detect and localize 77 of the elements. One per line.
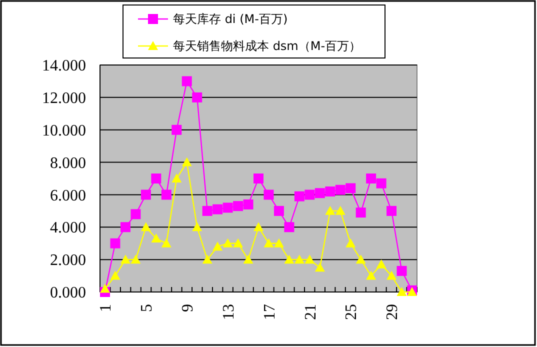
y-tick-label: 8.000 — [50, 154, 86, 172]
point — [386, 270, 397, 280]
point — [192, 92, 202, 102]
y-tick-label: 10.000 — [42, 122, 86, 140]
point — [212, 204, 223, 214]
point — [325, 206, 336, 215]
point — [130, 209, 141, 220]
x-tick-label: 5 — [138, 304, 156, 312]
y-tick-label: 6.000 — [50, 187, 86, 204]
point — [100, 284, 110, 293]
point — [304, 190, 315, 200]
point — [274, 206, 284, 216]
point — [335, 206, 346, 215]
point — [264, 238, 274, 248]
point — [294, 254, 304, 264]
point — [182, 157, 192, 166]
point — [376, 178, 386, 188]
x-tick-label: 17 — [261, 304, 278, 320]
point — [356, 208, 366, 218]
point — [314, 188, 325, 198]
point — [335, 184, 346, 195]
point — [222, 238, 233, 248]
point — [172, 174, 182, 182]
point — [120, 222, 130, 232]
point — [212, 242, 223, 251]
point — [120, 254, 130, 264]
point — [254, 222, 264, 232]
point — [140, 222, 151, 232]
point — [222, 202, 233, 213]
point — [366, 174, 376, 184]
point — [110, 270, 120, 280]
point — [346, 183, 356, 194]
point — [376, 259, 386, 268]
point — [254, 174, 264, 184]
point — [274, 238, 284, 248]
point — [161, 190, 172, 200]
x-tick-label: 9 — [179, 304, 196, 312]
point — [243, 199, 254, 210]
point — [386, 206, 397, 216]
y-tick-label: 4.000 — [50, 220, 86, 237]
point — [325, 186, 336, 196]
x-tick-label: 21 — [302, 304, 320, 320]
point — [284, 222, 294, 232]
point — [192, 222, 202, 232]
x-tick-label: 25 — [343, 304, 360, 320]
y-tick-label: 12.000 — [42, 90, 86, 108]
point — [356, 254, 366, 264]
point — [294, 191, 304, 202]
x-tick-label: 29 — [384, 304, 402, 320]
point — [172, 124, 182, 135]
point — [233, 201, 244, 212]
point — [233, 238, 244, 248]
point — [366, 270, 376, 280]
point — [396, 266, 407, 276]
point — [396, 287, 407, 296]
point — [202, 206, 212, 216]
point — [151, 174, 162, 184]
y-tick-label: 0.000 — [50, 284, 86, 302]
x-tick-label: 13 — [220, 304, 238, 320]
point — [110, 238, 120, 248]
legend-label: 每天库存 di (M-百万) — [173, 12, 288, 26]
x-tick-label: 1 — [98, 304, 115, 312]
point — [182, 76, 192, 86]
point — [130, 254, 141, 264]
point — [140, 190, 151, 200]
point — [161, 238, 172, 248]
point — [314, 262, 325, 272]
legend-label: 每天销售物料成本 dsm（M-百万） — [173, 39, 362, 54]
point — [284, 254, 294, 264]
point — [202, 254, 212, 264]
point — [264, 190, 274, 200]
point — [243, 254, 254, 264]
point — [151, 233, 162, 242]
y-tick-label: 14.000 — [42, 58, 86, 75]
point — [304, 254, 315, 264]
point — [346, 238, 356, 248]
y-tick-label: 2.000 — [50, 252, 86, 270]
